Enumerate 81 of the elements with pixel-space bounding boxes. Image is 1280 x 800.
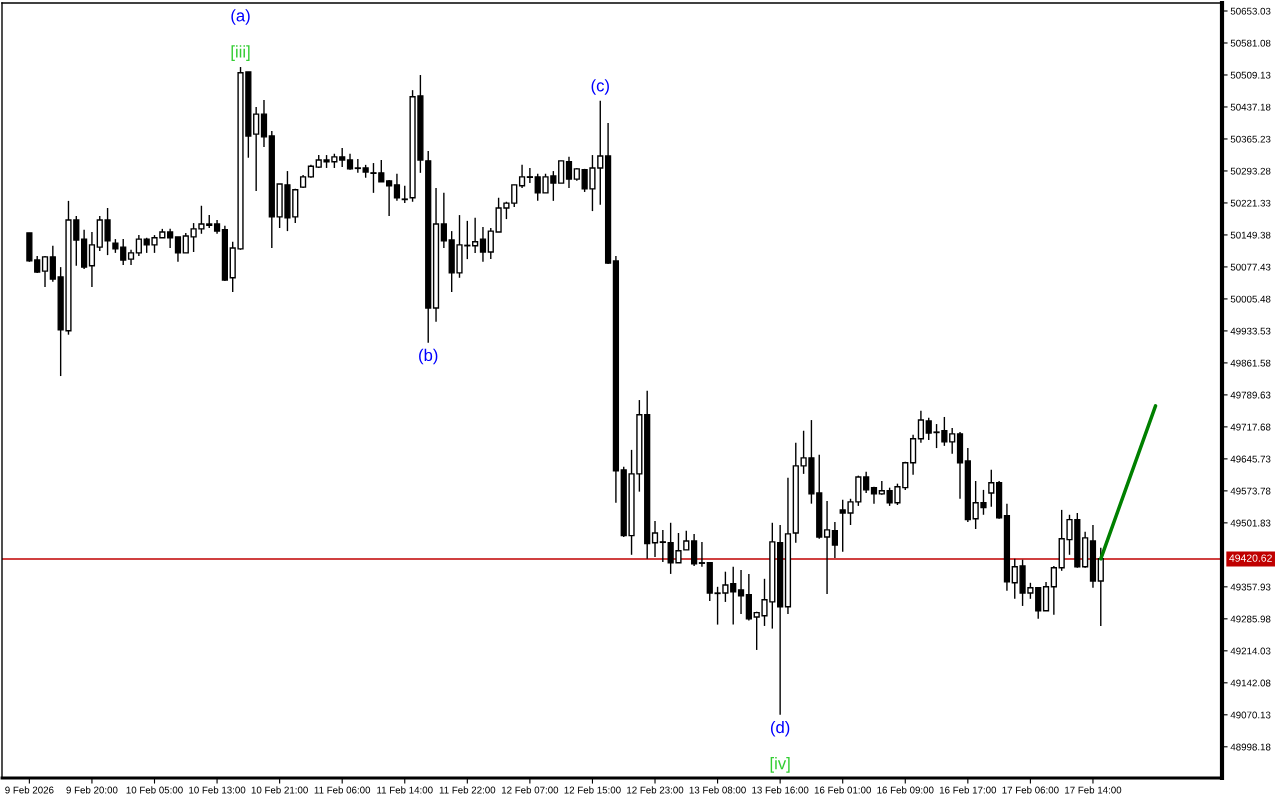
annotation: [iii] [231,45,250,61]
y-tick-label: 50293.28 [1230,167,1271,175]
x-tick-label: 16 Feb 17:00 [939,786,997,794]
candlestick [737,569,745,615]
y-tick-label: 50437.18 [1230,103,1271,111]
candlestick [558,160,565,184]
candlestick [393,173,401,202]
candlestick [1050,565,1057,616]
candlestick [1097,546,1104,627]
candlestick [479,226,487,263]
y-tick-label: 49214.03 [1230,647,1271,655]
candlestick [385,179,393,217]
x-tick-label: 10 Feb 05:00 [126,786,183,794]
candlestick [917,410,925,444]
x-tick-label: 10 Feb 21:00 [251,786,308,794]
y-tick-label: 49717.68 [1230,423,1271,431]
x-tick-label: 11 Feb 06:00 [314,786,371,794]
candlestick [949,427,956,455]
ref-line-label: 49420.62 [1229,554,1272,562]
y-tick-label: 50077.43 [1230,263,1271,271]
y-tick-label: 50581.08 [1230,39,1271,47]
x-tick-label: 11 Feb 14:00 [377,786,433,794]
candlestick [339,147,346,168]
candlestick [167,228,174,249]
x-tick-label: 12 Feb 15:00 [564,786,621,794]
candlestick [698,541,706,568]
annotation: [iv] [770,757,790,773]
x-tick-label: 11 Feb 22:00 [439,786,496,794]
x-tick-label: 12 Feb 23:00 [627,786,684,794]
x-tick-label: 16 Feb 01:00 [814,786,871,794]
candlestick [260,99,268,148]
y-tick-label: 49861.58 [1230,359,1271,367]
y-tick-label: 49645.73 [1230,455,1271,463]
candlestick [659,529,666,563]
candlestick [823,500,831,595]
y-tick-label: 48998.18 [1230,743,1271,751]
y-tick-label: 50653.03 [1230,7,1271,15]
y-tick-label: 49357.93 [1230,583,1271,591]
candlestick [440,192,447,249]
y-tick-label: 49142.08 [1230,679,1271,687]
y-tick-label: 50221.33 [1230,199,1271,207]
candlestick [518,164,526,189]
candlestick [863,470,870,494]
y-tick-label: 50365.23 [1230,135,1271,143]
y-tick-label: 49070.13 [1230,711,1271,719]
x-tick-label: 16 Feb 09:00 [877,786,934,794]
y-tick-label: 50005.48 [1230,295,1271,303]
candlestick [878,480,885,496]
x-tick-label: 10 Feb 13:00 [189,786,246,794]
y-tick-label: 50509.13 [1230,71,1271,79]
y-tick-label: 49285.98 [1230,615,1271,623]
y-tick-label: 49789.63 [1230,391,1271,399]
candlestick [49,245,56,283]
y-tick-label: 49573.78 [1230,487,1271,495]
candlestick [354,158,361,174]
x-tick-label: 9 Feb 2026 [5,786,54,794]
candlestick [135,234,142,257]
candlestick [253,106,260,192]
x-tick-label: 13 Feb 16:00 [752,786,809,794]
annotation: (a) [231,9,250,25]
candlestick [651,520,659,558]
candlestick [526,167,534,184]
candlestick [831,521,839,559]
y-tick-label: 49933.53 [1230,327,1271,335]
candlestick [88,231,96,288]
candlestick [41,255,49,288]
candlestick [472,217,479,254]
y-tick-label: 50149.38 [1230,231,1271,239]
y-tick-label: 49501.83 [1230,519,1271,527]
annotation: (d) [770,720,790,737]
candlestick [174,236,182,263]
annotation: (b) [419,348,438,365]
x-tick-label: 12 Feb 07:00 [501,786,559,794]
x-tick-label: 13 Feb 08:00 [689,786,746,794]
x-tick-label: 9 Feb 20:00 [66,786,118,794]
x-tick-label: 17 Feb 14:00 [1065,786,1122,794]
annotation: (c) [591,79,609,95]
candlestick [988,469,995,508]
candlestick [565,156,573,189]
candlestick [690,533,698,567]
x-tick-label: 17 Feb 06:00 [1002,786,1059,794]
